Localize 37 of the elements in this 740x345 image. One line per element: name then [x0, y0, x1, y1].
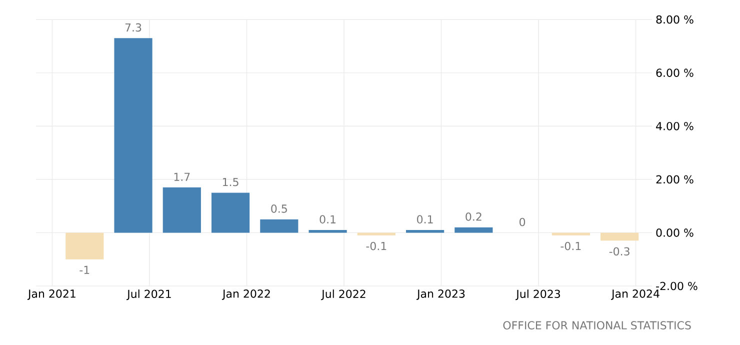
data-label: -1: [80, 266, 90, 274]
bar: [162, 187, 201, 233]
data-label: 0.2: [466, 212, 482, 221]
y-tick-label: 0.00 %: [656, 228, 694, 237]
bar: [357, 232, 396, 236]
bar: [114, 38, 152, 233]
data-label: 0.5: [271, 204, 287, 213]
bar: [260, 219, 298, 233]
data-label: 0.1: [417, 215, 433, 224]
data-label: 0: [520, 218, 526, 226]
data-label: -0.1: [560, 242, 581, 250]
y-tick-label: 8.00 %: [656, 15, 694, 24]
y-tick-label: -2.00 %: [656, 282, 698, 290]
y-tick-label: 6.00 %: [656, 68, 694, 77]
bar: [406, 230, 444, 233]
x-tick-label: Jul 2023: [516, 290, 560, 300]
bar: [552, 232, 590, 236]
bar: [600, 232, 639, 241]
x-tick-label: Jan 2023: [416, 290, 465, 300]
y-tick-label: 2.00 %: [656, 175, 694, 184]
x-tick-label: Jul 2021: [126, 290, 171, 300]
data-label: 1.7: [174, 172, 190, 181]
y-tick-label: 4.00 %: [656, 122, 694, 130]
x-tick-label: Jan 2021: [27, 290, 76, 300]
bar: [66, 232, 104, 260]
data-label: -0.1: [366, 242, 386, 250]
bar: [454, 227, 493, 233]
x-tick-label: Jan 2022: [222, 290, 270, 300]
bar: [211, 192, 250, 233]
text: OFFICE FOR NATIONAL STATISTICS: [503, 321, 691, 330]
data-label: -0.3: [609, 247, 630, 256]
x-tick-label: Jul 2022: [321, 290, 366, 300]
data-label: 0.1: [320, 215, 336, 224]
data-label: 1.5: [222, 178, 238, 186]
x-tick-label: Jan 2024: [610, 290, 660, 300]
bar: [308, 230, 347, 233]
data-label: 7.3: [125, 23, 142, 32]
